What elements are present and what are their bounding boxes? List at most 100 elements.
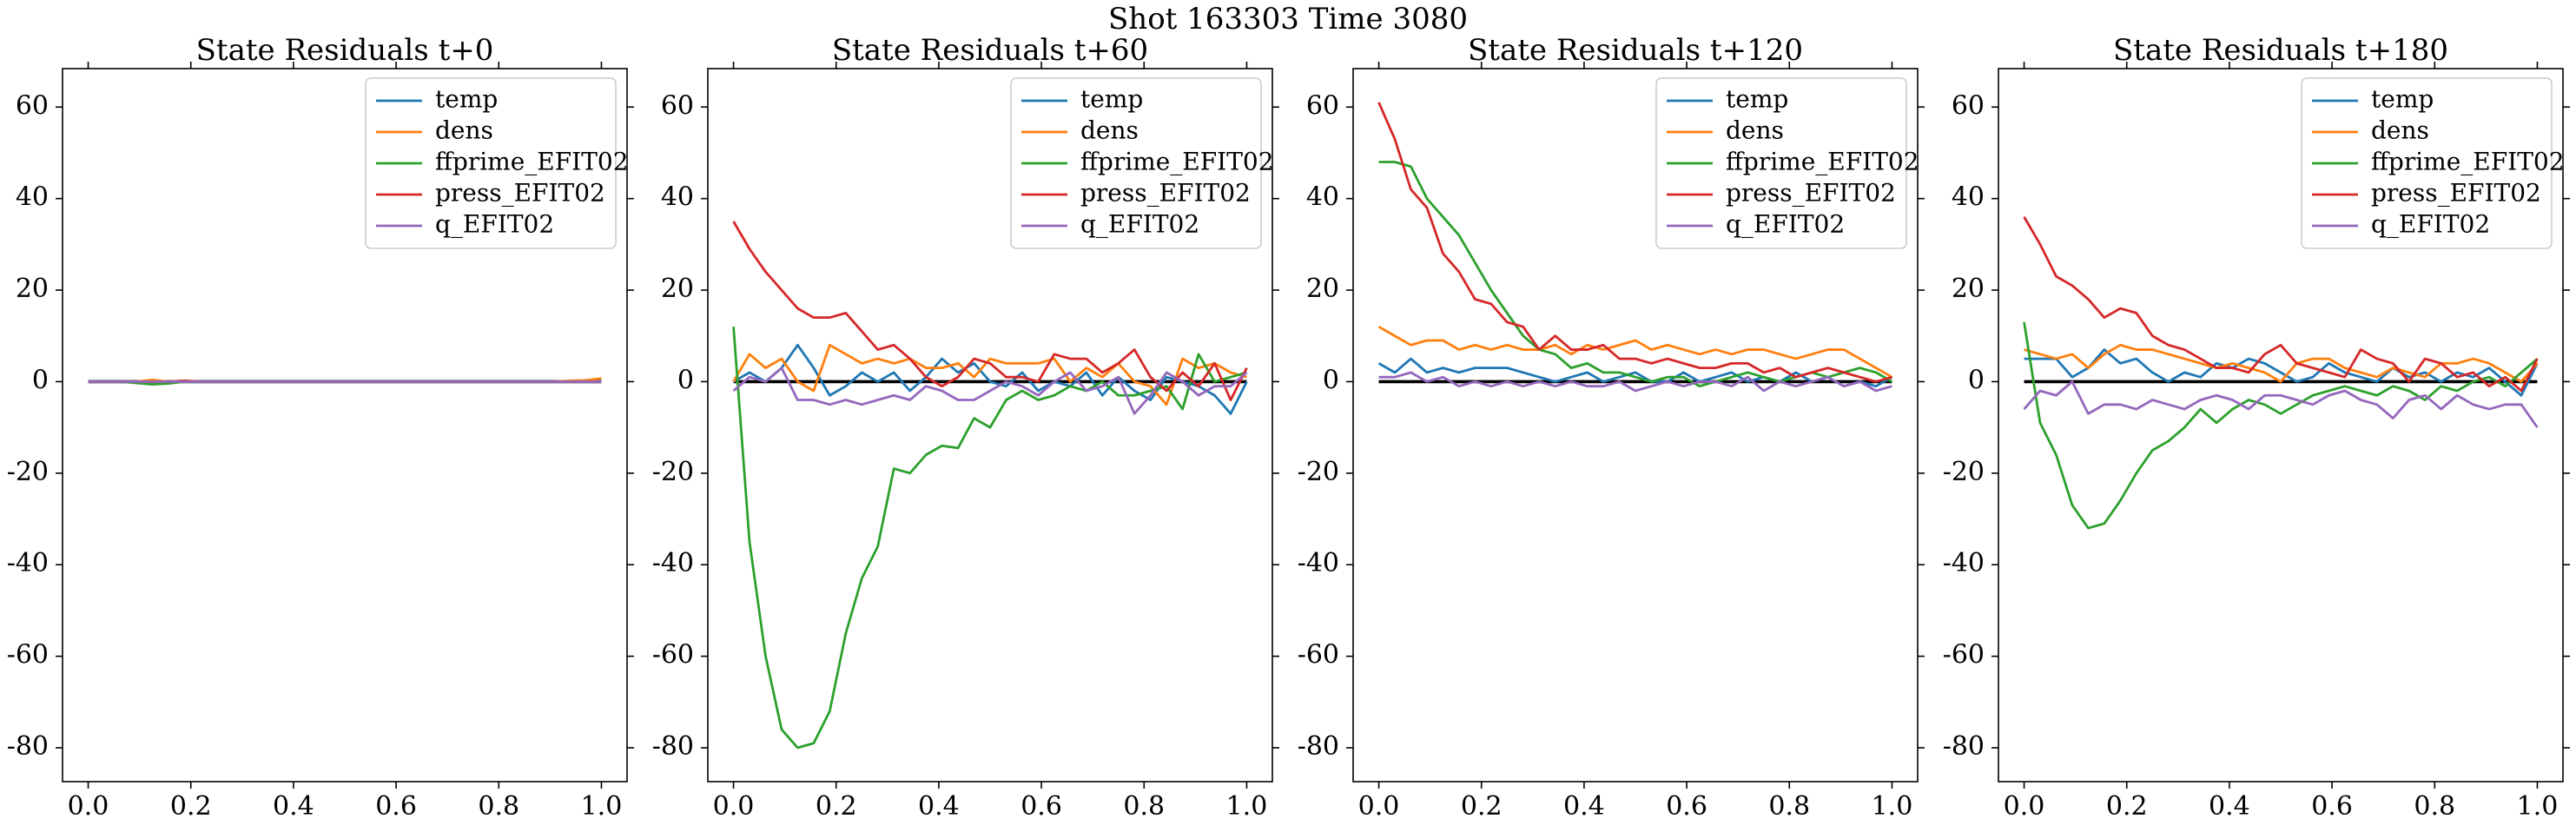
axes-frame	[1352, 68, 1919, 783]
x-tick-label: 0.4	[2209, 791, 2250, 819]
x-tick-label: 0.8	[478, 791, 519, 819]
x-tick-label: 0.6	[375, 791, 417, 819]
y-tick-label: -80	[1298, 731, 1339, 762]
subplot: State Residuals t+180 -80 -60 -40 -20 0 20 40 60…	[1943, 33, 2570, 819]
legend-box	[365, 77, 617, 249]
legend-label: temp	[1080, 85, 1143, 114]
legend-label: press_EFIT02	[1080, 179, 1251, 208]
y-tick-label: -80	[7, 731, 49, 762]
legend-label: ffprime_EFIT02	[1080, 148, 1274, 176]
x-tick-label: 1.0	[2517, 791, 2559, 819]
y-tick-label: -20	[1943, 457, 1985, 487]
x-tick-label: 0.0	[2004, 791, 2045, 819]
x-tick-label: 0.4	[918, 791, 960, 819]
series-line	[1377, 325, 1893, 379]
legend-label: q_EFIT02	[2371, 210, 2490, 239]
y-tick-label: 0	[677, 365, 694, 395]
x-tick-label: 1.0	[1226, 791, 1268, 819]
subplot: State Residuals t+120 -80 -60 -40 -20 0 20 40 60…	[1298, 33, 1925, 819]
legend-label: press_EFIT02	[435, 179, 605, 208]
y-tick-label: -20	[7, 457, 49, 487]
legend-label: temp	[1726, 85, 1788, 114]
series-line	[2023, 216, 2539, 393]
y-tick-label: -60	[7, 640, 49, 670]
y-tick-label: 60	[16, 90, 49, 121]
y-tick-label: -20	[1298, 457, 1339, 487]
series-line	[2024, 343, 2539, 383]
subplot-title: State Residuals t+120	[1468, 33, 1803, 68]
axes-frame	[1998, 68, 2564, 783]
legend-label: press_EFIT02	[1726, 179, 1896, 208]
y-tick-label: 60	[661, 90, 694, 121]
x-tick-label: 0.2	[170, 791, 212, 819]
legend-label: dens	[1726, 116, 1784, 145]
y-tick-label: -60	[652, 640, 694, 670]
legend-label: dens	[435, 116, 493, 145]
legend-label: dens	[1080, 116, 1139, 145]
series-line	[1378, 371, 1892, 393]
y-tick-label: -60	[1943, 640, 1985, 670]
legend-label: q_EFIT02	[435, 210, 554, 239]
series-line	[1377, 102, 1892, 383]
y-tick-label: -20	[652, 457, 694, 487]
x-tick-label: 0.8	[1768, 791, 1810, 819]
series-line	[732, 367, 1248, 415]
series-line	[732, 343, 1247, 406]
y-tick-label: -60	[1298, 640, 1339, 670]
legend-label: temp	[2371, 85, 2434, 114]
x-tick-label: 0.0	[1358, 791, 1400, 819]
y-tick-label: -80	[1943, 731, 1985, 762]
y-tick-label: 40	[16, 182, 49, 213]
x-tick-label: 0.6	[1666, 791, 1707, 819]
x-tick-label: 0.4	[273, 791, 314, 819]
x-tick-label: 0.8	[1123, 791, 1165, 819]
series-line	[2023, 321, 2539, 530]
legend-box	[1655, 77, 1907, 249]
y-tick-label: 20	[661, 274, 694, 304]
y-tick-label: 40	[1952, 182, 1985, 213]
legend-label: dens	[2371, 116, 2429, 145]
x-tick-label: 0.2	[2106, 791, 2148, 819]
x-tick-label: 0.2	[1461, 791, 1503, 819]
series-line	[2023, 380, 2539, 428]
y-tick-label: 20	[1306, 274, 1339, 304]
y-tick-label: -40	[1298, 548, 1339, 578]
series-line	[1377, 357, 1893, 388]
series-line	[2024, 348, 2539, 397]
y-tick-label: 40	[661, 182, 694, 213]
legend-label: temp	[435, 85, 498, 114]
x-tick-label: 0.2	[816, 791, 857, 819]
series-line	[732, 221, 1248, 401]
y-tick-label: 20	[16, 274, 49, 304]
y-tick-label: 20	[1952, 274, 1985, 304]
subplot-title: State Residuals t+180	[2113, 33, 2448, 68]
x-tick-label: 1.0	[581, 791, 623, 819]
y-tick-label: 0	[32, 365, 49, 395]
subplot: State Residuals t+0 -80 -60 -40 -20 0 20 40 60 0.…	[7, 33, 634, 819]
legend-box	[1010, 77, 1262, 249]
x-tick-label: 0.4	[1563, 791, 1605, 819]
x-tick-label: 0.6	[1020, 791, 1062, 819]
x-tick-label: 0.8	[2414, 791, 2455, 819]
subplot-title: State Residuals t+0	[196, 33, 494, 68]
legend-label: q_EFIT02	[1080, 210, 1199, 239]
subplot-title: State Residuals t+60	[832, 33, 1148, 68]
axes-frame	[707, 68, 1273, 783]
subplot: State Residuals t+60 -80 -60 -40 -20 0 20 40 60 0…	[652, 33, 1279, 819]
y-tick-label: -80	[652, 731, 694, 762]
axes-frame	[62, 68, 628, 783]
x-tick-label: 0.6	[2311, 791, 2353, 819]
legend-label: ffprime_EFIT02	[435, 148, 629, 176]
figure-title: Shot 163303 Time 3080	[1108, 2, 1468, 36]
x-tick-label: 0.0	[68, 791, 109, 819]
y-tick-label: 0	[1323, 365, 1339, 395]
legend-label: press_EFIT02	[2371, 179, 2541, 208]
y-tick-label: 60	[1306, 90, 1339, 121]
legend-label: q_EFIT02	[1726, 210, 1845, 239]
x-tick-label: 1.0	[1872, 791, 1913, 819]
x-tick-label: 0.0	[713, 791, 755, 819]
y-tick-label: 0	[1968, 365, 1985, 395]
y-tick-label: 60	[1952, 90, 1985, 121]
